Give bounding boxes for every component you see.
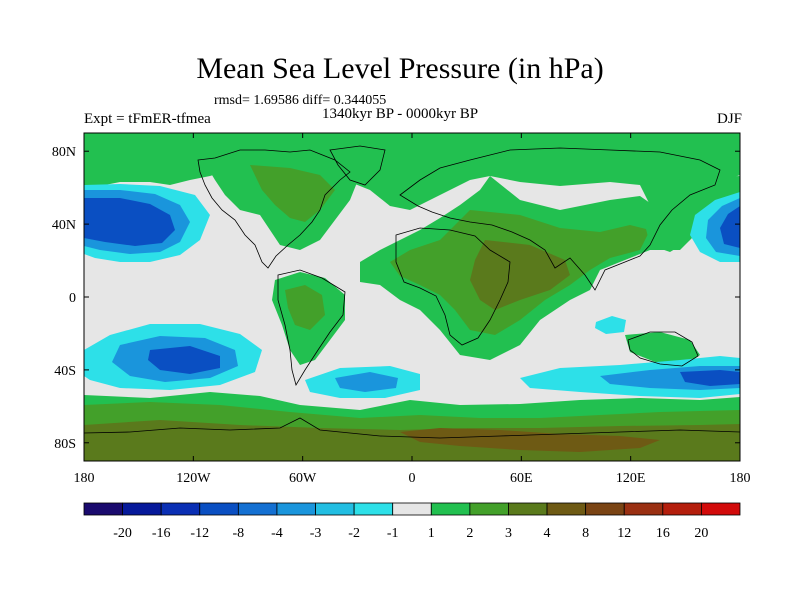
coastlines	[84, 145, 740, 439]
colorbar-label: -20	[113, 526, 132, 541]
lon-tick-label: 120E	[616, 471, 646, 486]
colorbar-label: 2	[466, 526, 473, 541]
colorbar-swatch	[623, 502, 664, 516]
australia-positive	[625, 332, 700, 365]
colorbar-label: -8	[233, 526, 245, 541]
nw-pacific-positive	[640, 176, 740, 252]
coast-greenland	[329, 145, 386, 186]
colorbar-label: 20	[694, 526, 708, 541]
lat-tick-label: 80S	[54, 437, 76, 452]
colorbar-swatch	[508, 502, 548, 516]
lon-tick-label: 120W	[176, 471, 211, 486]
indian-ocean-negative-patch	[595, 316, 626, 334]
coast-north-america	[197, 149, 351, 269]
south-atlantic-negative-3	[335, 372, 398, 392]
antarctic-positive-brown	[400, 428, 660, 452]
lat-tick-label: 0	[69, 291, 76, 306]
season-label: DJF	[716, 111, 742, 127]
north-america-positive-mid	[250, 165, 335, 222]
colorbar-label: -2	[348, 526, 360, 541]
colorbar-swatch	[392, 502, 432, 516]
south-america-positive-mid	[285, 285, 325, 330]
colorbar-swatch	[199, 502, 239, 516]
colorbar-label: 1	[428, 526, 435, 541]
lon-tick-label: 180	[730, 471, 751, 486]
colorbar-swatch	[122, 502, 162, 516]
lat-tick-label: 80N	[52, 145, 76, 160]
lon-tick-label: 60W	[289, 471, 317, 486]
colorbar-label: -12	[190, 526, 209, 541]
lat-tick-label: 40N	[52, 218, 76, 233]
colorbar-swatch	[276, 502, 316, 516]
colorbar-swatch	[430, 502, 471, 516]
north-pacific-negative-5	[84, 198, 175, 246]
lat-tick-label: 40S	[54, 364, 76, 379]
colorbar-swatch	[469, 502, 509, 516]
coast-australia	[627, 331, 699, 367]
map-axes: 180 120W 60W 0 60E 120E 180 80N 40N 0 40S 80S	[52, 133, 751, 486]
colorbar-label: 8	[582, 526, 589, 541]
colorbar-swatch	[546, 502, 587, 516]
colorbar-swatch	[160, 502, 201, 516]
coast-eurasia	[399, 147, 721, 291]
eurasia-positive-dark	[470, 240, 570, 310]
colorbar-swatch	[701, 502, 741, 516]
south-indian-negative-5	[680, 370, 740, 386]
colorbar-label: 16	[656, 526, 670, 541]
colorbar-swatch	[585, 502, 625, 516]
pressure-field	[84, 133, 740, 461]
colorbar-label: 3	[505, 526, 512, 541]
colorbar: -20 -16 -12 -8 -4 -3 -2 -1 1 2 3 4 8 12 16 20	[83, 502, 741, 541]
colorbar-swatch	[662, 502, 702, 516]
period-label: 1340kyr BP - 0000kyr BP	[322, 106, 479, 122]
colorbar-label: -16	[152, 526, 171, 541]
colorbar-label: 4	[544, 526, 551, 541]
colorbar-swatch	[353, 502, 394, 516]
lon-tick-label: 0	[409, 471, 416, 486]
coast-south-america	[277, 269, 346, 387]
lon-tick-label: 180	[74, 471, 95, 486]
south-pacific-negative-5	[148, 346, 220, 374]
colorbar-label: -4	[271, 526, 283, 541]
colorbar-swatch	[237, 502, 278, 516]
colorbar-label: 12	[617, 526, 631, 541]
experiment-label: Expt = tFmER-tfmea	[84, 111, 211, 127]
colorbar-label: -3	[310, 526, 322, 541]
colorbar-label: -1	[387, 526, 399, 541]
lon-tick-label: 60E	[510, 471, 533, 486]
coast-antarctica	[84, 417, 740, 439]
coast-africa	[395, 227, 511, 346]
north-pacific-east-negative-5	[720, 206, 740, 248]
stats-label: rmsd= 1.69586 diff= 0.344055	[214, 93, 387, 108]
map-title: Mean Sea Level Pressure (in hPa)	[196, 52, 604, 85]
colorbar-swatch	[315, 502, 355, 516]
colorbar-swatch	[83, 502, 123, 516]
